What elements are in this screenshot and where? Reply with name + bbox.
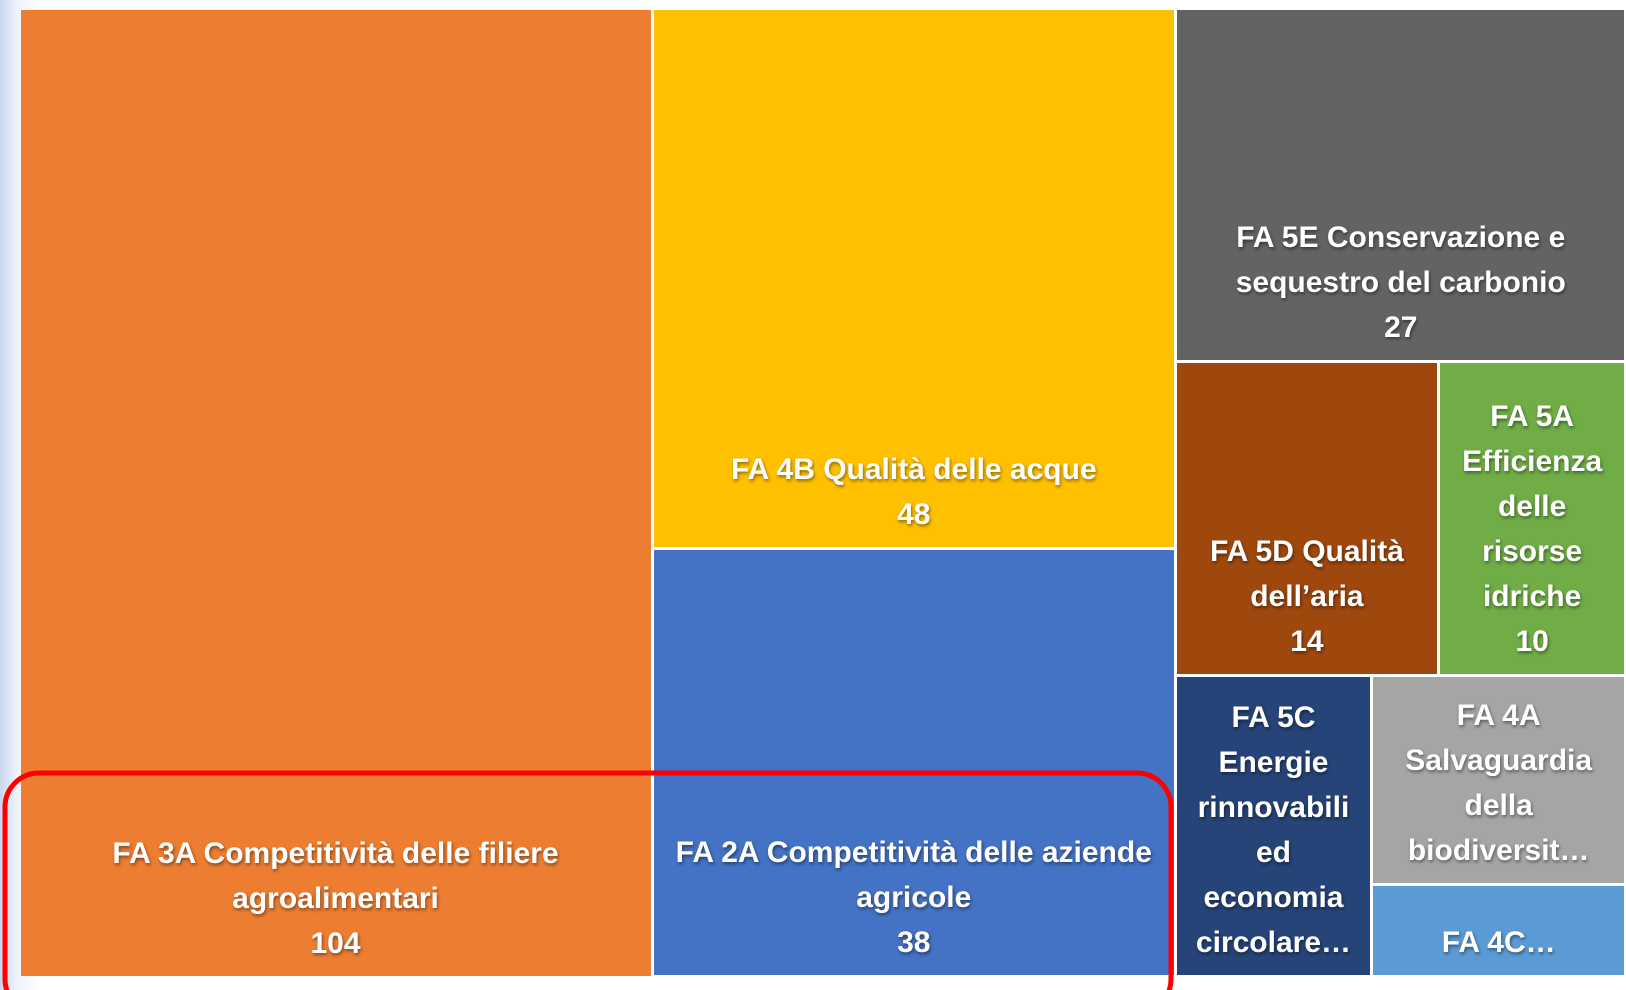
tile-value: 14 [1290,625,1324,659]
tile-label: FA 3A Competitività delle filiere agroal… [112,836,559,915]
treemap-tile: FA 5E Conservazione e sequestro del carb… [1177,9,1625,361]
tile-value: 48 [897,498,931,532]
tile-label: FA 5D Qualità dell’aria [1209,535,1404,614]
tile-label: FA 4B Qualità delle acque [730,453,1097,487]
tile-value: 38 [897,926,931,960]
treemap-tile: FA 4A Salvaguardia della biodiversit… [1372,677,1625,883]
treemap-tile: FA 5C Energie rinnovabili ed economia ci… [1177,677,1370,976]
tile-value: 10 [1515,625,1549,659]
treemap-tile: FA 5D Qualità dell’aria 14 [1177,363,1437,675]
treemap-tile: FA 4C… [1372,885,1625,976]
tile-label: FA 5E Conservazione e sequestro del carb… [1235,221,1566,300]
tile-value: 27 [1384,311,1418,345]
treemap-tile: FA 2A Competitività delle aziende agrico… [653,550,1175,976]
tile-value: 104 [310,926,361,960]
treemap-tile: FA 4B Qualità delle acque 48 [653,9,1175,548]
tile-label: FA 4A Salvaguardia della biodiversit… [1405,698,1593,867]
tile-label: FA 2A Competitività delle aziende agrico… [675,836,1152,915]
tile-label: FA 5C Energie rinnovabili ed economia ci… [1195,701,1352,960]
tile-label: FA 5A Efficienza delle risorse idriche [1462,400,1603,614]
tile-label: FA 4C… [1441,926,1556,960]
treemap-tile: FA 5A Efficienza delle risorse idriche 10 [1439,363,1625,675]
treemap-tile: FA 3A Competitività delle filiere agroal… [20,9,651,976]
